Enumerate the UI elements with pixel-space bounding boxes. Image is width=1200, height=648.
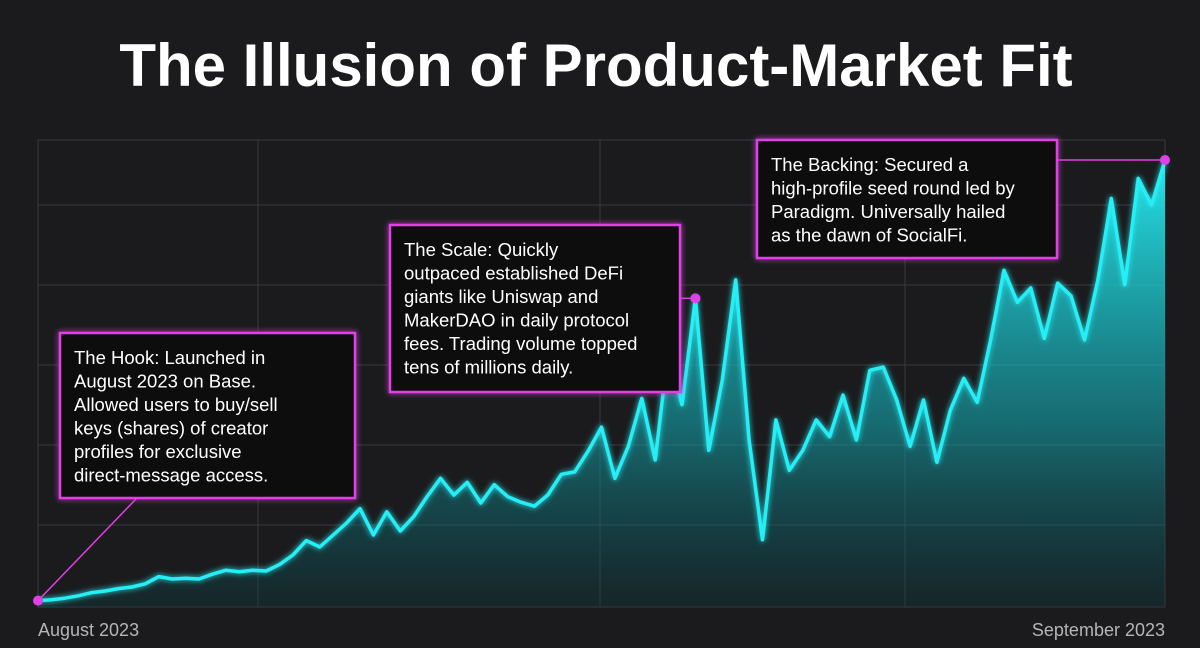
annotation-text: high-profile seed round led by xyxy=(771,177,1015,198)
x-tick-label: September 2023 xyxy=(1032,620,1165,640)
annotation-text: MakerDAO in daily protocol xyxy=(404,309,629,330)
annotation-text: The Scale: Quickly xyxy=(404,239,559,260)
annotation-text: outpaced established DeFi xyxy=(404,262,623,283)
annotation-text: as the dawn of SocialFi. xyxy=(771,224,967,245)
annotation-text: profiles for exclusive xyxy=(74,441,242,462)
annotation-text: The Backing: Secured a xyxy=(771,154,969,175)
annotation-text: direct-message access. xyxy=(74,464,268,485)
annotation-text: giants like Uniswap and xyxy=(404,286,598,307)
anchor-point xyxy=(33,595,43,606)
annotation-text: keys (shares) of creator xyxy=(74,417,268,438)
anchor-point xyxy=(690,293,701,304)
annotation-box xyxy=(388,223,682,394)
annotation-text: The Hook: Launched in xyxy=(74,347,265,368)
connector xyxy=(37,497,138,602)
annotation-text: fees. Trading volume topped xyxy=(404,333,637,354)
annotation-text: August 2023 on Base. xyxy=(74,370,256,391)
anchor-point xyxy=(1160,154,1170,165)
annotation-box xyxy=(755,138,1059,260)
line xyxy=(37,159,1167,603)
annotation-text: Allowed users to buy/sell xyxy=(74,394,278,415)
annotation-box xyxy=(58,331,357,500)
x-tick-label: August 2023 xyxy=(38,620,139,640)
area xyxy=(38,160,1165,607)
annotation-text: tens of millions daily. xyxy=(404,356,573,377)
annotation-text: Paradigm. Universally hailed xyxy=(771,201,1005,222)
chart-title: The Illusion of Product-Market Fit xyxy=(119,32,1072,99)
